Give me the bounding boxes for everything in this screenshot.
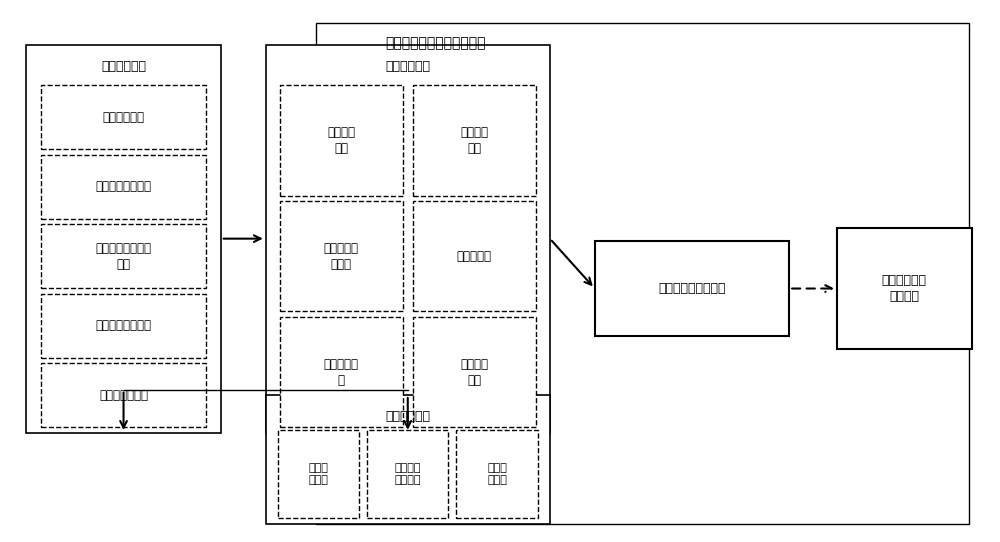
Text: 事件处理
配置单元: 事件处理 配置单元 [395,463,421,485]
Text: 防病毒单元: 防病毒单元 [457,250,492,263]
Text: 日志审计单
元: 日志审计单 元 [324,358,359,386]
Text: 主站网络安全
监管平台: 主站网络安全 监管平台 [882,274,927,303]
Text: 网络设备采集单元: 网络设备采集单元 [96,180,152,193]
Bar [266,395,550,525]
Bar [413,85,536,196]
Text: 系统配
置单元: 系统配 置单元 [308,463,328,485]
Text: 安全防护设备采集
单元: 安全防护设备采集 单元 [96,242,152,270]
Text: 公共设备采集单元: 公共设备采集单元 [96,319,152,332]
Bar [367,430,448,518]
Bar [41,154,206,218]
Text: 通信服务代理转发器: 通信服务代理转发器 [658,282,726,295]
Bar [41,363,206,428]
Bar [41,224,206,288]
Bar [316,23,969,525]
Text: 风险评估
单元: 风险评估 单元 [460,126,488,154]
Text: 数据库采集单元: 数据库采集单元 [99,389,148,402]
Text: 主机采集单元: 主机采集单元 [103,111,145,124]
Text: 网络安全监测厂站终端装置: 网络安全监测厂站终端装置 [385,36,485,50]
Bar [280,317,403,428]
Bar [280,201,403,312]
Bar [280,85,403,196]
Bar [41,85,206,149]
Text: 数据处理引擎: 数据处理引擎 [385,60,430,73]
Bar [595,241,789,335]
Text: 数据采集引擎: 数据采集引擎 [101,60,146,73]
Text: 装置配置模块: 装置配置模块 [385,410,430,423]
Text: 网络流量分
析单元: 网络流量分 析单元 [324,242,359,270]
Bar [413,317,536,428]
Bar [278,430,359,518]
Text: 通信配
置单元: 通信配 置单元 [487,463,507,485]
Bar [837,228,972,349]
Bar [26,44,221,433]
Bar [41,294,206,358]
Bar [413,201,536,312]
Bar [456,430,538,518]
Text: 漏洞扫描
单元: 漏洞扫描 单元 [460,358,488,386]
Text: 基线核查
单元: 基线核查 单元 [327,126,355,154]
Bar [266,44,550,433]
